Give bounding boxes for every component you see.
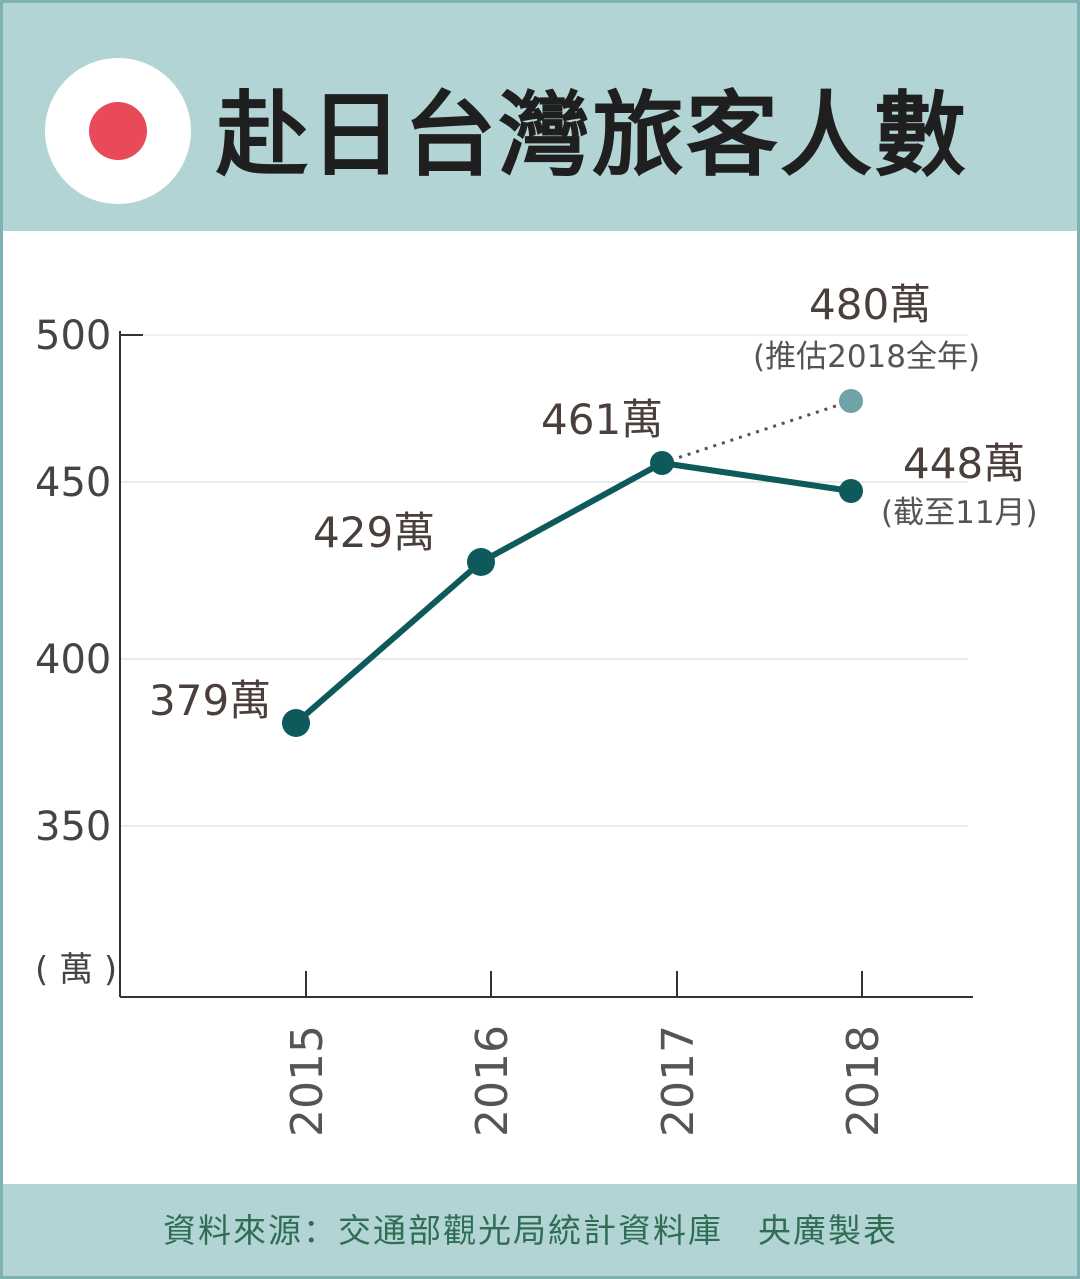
source-note: 資料來源：交通部觀光局統計資料庫 央廣製表 [163,1211,898,1250]
y-axis-unit: ( 萬 ) [35,950,117,990]
data-points [282,389,863,737]
data-point [467,548,495,576]
data-label-projected: 480萬 [809,280,931,329]
x-tick-marks [305,971,863,997]
data-point [839,479,863,503]
annotations: (推估2018全年) (截至11月) [753,339,1038,531]
japan-flag-icon [45,58,191,204]
data-label: 448萬 [903,439,1025,488]
footer-banner: 資料來源：交通部觀光局統計資料庫 央廣製表 [3,1184,1077,1276]
rising-sun-dot [89,102,147,160]
header-banner: 赴日台灣旅客人數 [3,3,1077,231]
data-label: 429萬 [313,508,435,557]
data-point [650,451,674,475]
x-tick-label: 2015 [282,1025,333,1137]
y-tick-label: 450 [35,460,111,506]
series-lines [294,399,852,726]
data-point-projected [839,389,863,413]
x-tick-labels: 2015 2016 2017 2018 [282,1025,889,1137]
series-line-actual [294,460,852,726]
series-line-projected [661,399,852,465]
line-chart: 500 450 400 350 ( 萬 ) 2015 2016 2017 2018 379萬… [35,280,1038,1137]
x-tick-label: 2016 [467,1025,518,1137]
y-tick-label: 500 [35,313,111,359]
y-tick-label: 350 [35,804,111,850]
grid-lines [120,334,968,827]
y-tick-labels: 500 450 400 350 [35,313,111,850]
data-point [282,709,310,737]
x-tick-label: 2017 [653,1025,704,1137]
annotation-label: (截至11月) [881,495,1038,531]
data-label: 379萬 [149,676,271,725]
y-tick-label: 400 [35,637,111,683]
page-title: 赴日台灣旅客人數 [216,82,969,189]
x-tick-label: 2018 [838,1025,889,1137]
data-label: 461萬 [541,395,663,444]
annotation-label: (推估2018全年) [753,339,980,375]
data-labels: 379萬 429萬 461萬 448萬 480萬 [149,280,1025,725]
